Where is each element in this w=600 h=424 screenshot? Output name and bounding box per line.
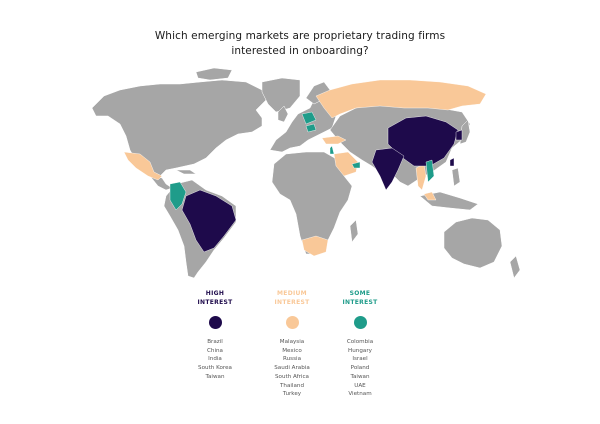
legend-item: Brazil	[207, 339, 223, 345]
legend-item: Vietnam	[348, 391, 372, 398]
legend-item: Poland	[350, 365, 370, 372]
country-colombia	[169, 181, 187, 211]
country-brazil	[181, 189, 237, 253]
legend-item: Malaysia	[279, 339, 305, 345]
legend-item: Israel	[352, 356, 368, 363]
legend-item: Russia	[283, 356, 301, 363]
legend-swatch-some	[353, 316, 367, 329]
legend-item: Turkey	[282, 391, 302, 398]
title-line-1: Which emerging markets are proprietary t…	[154, 30, 446, 42]
land-japan	[459, 119, 471, 145]
legend-heading-line: SOME	[349, 290, 371, 297]
legend-list-some: Colombia Hungary Israel Poland Taiwan UA…	[315, 338, 405, 399]
legend-item: UAE	[354, 382, 366, 389]
legend-heading-medium: MEDIUM INTEREST	[247, 290, 337, 307]
country-poland	[301, 111, 317, 125]
country-taiwan-high	[449, 157, 455, 167]
country-india	[371, 147, 405, 191]
title-line-2: interested in onboarding?	[231, 45, 369, 57]
country-malaysia	[423, 191, 437, 201]
legend-item: China	[207, 347, 223, 354]
legend-heading-line: HIGH	[205, 290, 225, 297]
legend-list-medium: Malaysia Mexico Russia Saudi Arabia Sout…	[247, 338, 337, 399]
legend-heading-line: INTEREST	[274, 298, 310, 306]
legend-item: South Africa	[275, 373, 309, 380]
legend-swatch-high	[208, 316, 222, 329]
legend-item: Mexico	[282, 347, 302, 354]
country-mexico	[123, 151, 163, 181]
legend-item: Thailand	[279, 382, 305, 389]
land-uk	[277, 105, 289, 123]
land-cuba	[175, 169, 197, 175]
country-israel	[329, 145, 335, 155]
land-se-asia-islands	[419, 191, 479, 211]
legend-heading-line: INTEREST	[342, 298, 378, 306]
land-philippines	[451, 167, 461, 187]
land-greenland	[261, 77, 301, 113]
country-south-korea	[455, 129, 463, 141]
legend-item: Hungary	[348, 347, 372, 354]
legend-swatch-medium	[285, 316, 299, 329]
land-arctic-islands	[195, 67, 233, 81]
land-new-zealand	[509, 255, 521, 279]
map-title: Which emerging markets are proprietary t…	[0, 29, 600, 59]
legend-item: South Korea	[198, 365, 232, 372]
country-hungary	[305, 123, 317, 133]
land-north-america	[91, 79, 267, 177]
legend-item: Colombia	[346, 339, 374, 345]
legend-list-high: Brazil China India South Korea Taiwan	[170, 338, 260, 382]
legend-item: Taiwan	[205, 373, 225, 380]
legend-heading-some: SOME INTEREST	[315, 290, 405, 307]
legend-high: HIGH INTEREST Brazil China India South K…	[170, 290, 260, 382]
land-madagascar	[349, 219, 359, 243]
legend-item: Taiwan	[350, 373, 370, 380]
legend-some: SOME INTEREST Colombia Hungary Israel Po…	[315, 290, 405, 399]
country-vietnam	[425, 159, 435, 183]
land-australia	[443, 217, 503, 269]
legend-heading-line: INTEREST	[197, 298, 233, 306]
country-russia	[315, 79, 487, 119]
legend-item: India	[208, 356, 222, 363]
legend-heading-high: HIGH INTEREST	[170, 290, 260, 307]
legend-heading-line: MEDIUM	[277, 290, 307, 297]
land-layer	[91, 67, 521, 279]
country-thailand	[415, 163, 427, 191]
country-turkey	[321, 135, 347, 145]
legend-medium: MEDIUM INTEREST Malaysia Mexico Russia S…	[247, 290, 337, 399]
land-africa	[271, 151, 353, 255]
legend-item: Saudi Arabia	[274, 365, 310, 372]
country-uae	[351, 161, 361, 169]
country-south-africa	[301, 235, 329, 257]
country-saudi-arabia	[333, 151, 359, 177]
